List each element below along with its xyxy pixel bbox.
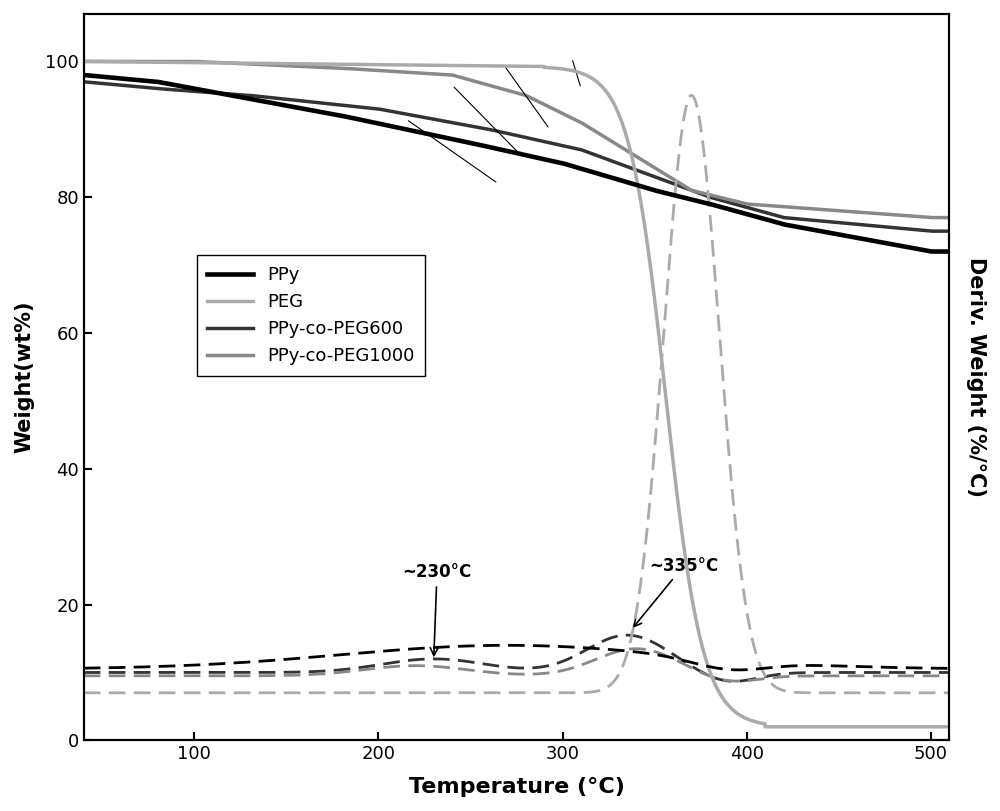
X-axis label: Temperature (°C): Temperature (°C) [409,777,625,797]
Text: ~230°C: ~230°C [402,564,472,655]
Y-axis label: Weight(wt%): Weight(wt%) [14,301,34,453]
Legend: PPy, PEG, PPy-co-PEG600, PPy-co-PEG1000: PPy, PEG, PPy-co-PEG600, PPy-co-PEG1000 [197,255,425,376]
Y-axis label: Deriv. Weight (%/°C): Deriv. Weight (%/°C) [966,257,986,497]
Text: ~335°C: ~335°C [634,556,718,627]
